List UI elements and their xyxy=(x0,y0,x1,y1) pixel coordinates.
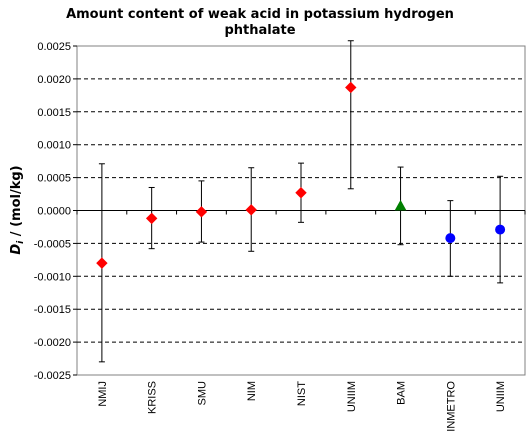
y-tick-label: -0.0020 xyxy=(34,337,71,349)
data-point xyxy=(245,204,257,216)
y-tick-label: -0.0010 xyxy=(34,271,71,283)
x-tick-label: BAM xyxy=(396,381,408,405)
chart-title-line1: Amount content of weak acid in potassium… xyxy=(66,7,454,22)
y-tick-label: -0.0025 xyxy=(34,370,71,382)
y-tick-label: 0.0020 xyxy=(37,74,71,86)
y-tick-label: 0.0025 xyxy=(37,41,71,53)
data-point xyxy=(394,199,407,211)
y-tick-label: -0.0015 xyxy=(34,304,71,316)
y-tick-label: 0.0015 xyxy=(37,107,71,119)
x-tick-label: SMU xyxy=(196,381,208,406)
x-tick-label: UNIIM xyxy=(495,381,507,412)
plot-area: 0.0025 0.0020 0.0015 0.0010 0.0005 0.0000 -0.0… xyxy=(34,40,526,432)
data-point xyxy=(295,187,307,199)
x-tick-label: NIM xyxy=(246,381,258,401)
y-tick-label: 0.0005 xyxy=(37,173,71,185)
x-tick-label: KRISS xyxy=(147,381,159,414)
data-point xyxy=(145,212,158,225)
y-tick-label: -0.0005 xyxy=(34,238,71,250)
x-tick-label: NIST xyxy=(296,381,308,406)
data-point xyxy=(345,81,357,94)
data-point xyxy=(445,233,456,244)
x-tick-label: NMIJ xyxy=(97,381,109,407)
data-point xyxy=(195,206,208,218)
data-point xyxy=(495,224,506,235)
x-tick-label: UNIIM xyxy=(346,381,358,412)
x-tick-label: INMETRO xyxy=(445,381,457,432)
y-tick-label: 0.0010 xyxy=(37,140,71,152)
y-tick-label: 0.0000 xyxy=(37,206,71,218)
data-point xyxy=(96,257,108,269)
chart-title-line2: phthalate xyxy=(224,23,295,38)
y-axis-label: Di / (mol/kg) xyxy=(9,165,26,254)
